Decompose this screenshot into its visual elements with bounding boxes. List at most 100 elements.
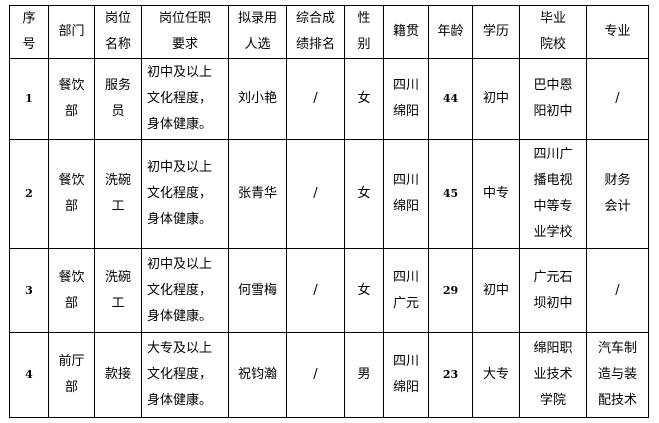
school: 绵阳职 业技术 学院: [519, 332, 587, 418]
education: 初中: [472, 248, 520, 333]
position-name-line: 洗碗: [104, 173, 131, 188]
gender: 女: [344, 248, 384, 333]
column-header-label: 年龄: [437, 24, 464, 39]
age-line: 45: [442, 187, 459, 200]
position-name: 服务员: [94, 58, 142, 140]
requirement-line: 身体健康。: [147, 212, 213, 227]
candidate-line: 祝钧瀚: [237, 367, 277, 382]
major: 财务 会计: [586, 139, 649, 249]
origin-line: 广元: [392, 295, 419, 311]
origin-line: 四川: [392, 78, 419, 93]
score-rank-line: /: [313, 367, 318, 382]
position-name-line: 员: [111, 104, 125, 119]
position-name: 洗碗工: [94, 248, 142, 333]
department-line: 部: [64, 199, 78, 214]
education-line: 大专: [482, 367, 509, 382]
major: /: [586, 58, 649, 140]
age: 23: [428, 332, 473, 418]
gender: 女: [344, 58, 384, 140]
table-row: 3 餐饮部洗碗工初中及以上 文化程度， 身体健康。 何雪梅 / 女四川 广元 29 初中 广元石 坝初…: [9, 248, 649, 333]
column-header-label: 岗位名称: [104, 11, 131, 52]
position-name: 洗碗工: [94, 139, 142, 249]
department-line: 部: [64, 295, 78, 311]
department-line: 餐饮: [58, 173, 85, 188]
requirement-line: 身体健康。: [147, 308, 213, 324]
school: 巴中恩 阳初中: [519, 58, 587, 140]
requirement-line: 初中及以上: [147, 160, 213, 175]
school-line: 阳初中: [533, 104, 573, 119]
origin-line: 绵阳: [392, 199, 419, 214]
major-line: /: [615, 282, 620, 298]
column-header: 序号: [9, 5, 49, 59]
major-line: 会计: [604, 199, 631, 214]
requirement-line: 身体健康。: [147, 117, 213, 132]
score-rank: /: [286, 139, 345, 249]
education: 大专: [472, 332, 520, 418]
recruitment-table: 序号 部门 岗位名称 岗位任职要求 拟录用人选 综合成绩排名 性别 籍贯 年龄 学历 毕业院校 专业 …: [9, 5, 649, 418]
department: 前厅部: [48, 332, 95, 418]
column-header: 岗位任职要求: [141, 5, 229, 59]
requirement: 大专及以上 文化程度， 身体健康。: [141, 332, 229, 418]
department-line: 部: [64, 104, 78, 119]
major: 汽车制 造与装 配技术: [586, 332, 649, 418]
candidate: 张青华: [228, 139, 287, 249]
candidate-line: 张青华: [237, 186, 277, 201]
table-row: 4 前厅部款接 大专及以上 文化程度， 身体健康。 祝钧瀚 / 男四川 绵阳 23 大专 绵阳职 业技术…: [9, 332, 649, 418]
requirement-line: 文化程度，: [147, 282, 213, 298]
column-header: 综合成绩排名: [286, 5, 345, 59]
column-header-label: 部门: [58, 24, 85, 39]
department-line: 餐饮: [58, 269, 85, 285]
school-line: 广元石: [533, 269, 573, 285]
position-name-line: 服务: [104, 78, 131, 93]
row-number: 3: [9, 248, 49, 333]
origin-line: 绵阳: [392, 104, 419, 119]
score-rank-line: /: [313, 282, 318, 298]
age: 44: [428, 58, 473, 140]
candidate-line: 何雪梅: [237, 282, 277, 298]
origin: 四川 广元: [383, 248, 429, 333]
score-rank: /: [286, 248, 345, 333]
column-header-label: 专业: [604, 24, 631, 39]
education-line: 初中: [482, 282, 509, 298]
column-header-label: 籍贯: [392, 24, 419, 39]
department: 餐饮部: [48, 248, 95, 333]
column-header: 毕业院校: [519, 5, 587, 59]
school-line: 业学校: [533, 225, 573, 240]
candidate: 何雪梅: [228, 248, 287, 333]
department-line: 部: [64, 380, 78, 395]
column-header: 专业: [586, 5, 649, 59]
position-name-line: 工: [111, 199, 125, 214]
department-line: 餐饮: [58, 78, 85, 93]
requirement: 初中及以上 文化程度， 身体健康。: [141, 248, 229, 333]
education-line: 中专: [482, 186, 509, 201]
origin: 四川 绵阳: [383, 58, 429, 140]
row-number-line: 4: [25, 368, 33, 381]
gender: 女: [344, 139, 384, 249]
score-rank-line: /: [313, 91, 318, 106]
column-header: 学历: [472, 5, 520, 59]
school: 四川广 播电视 中等专 业学校: [519, 139, 587, 249]
column-header-label: 综合成绩排名: [295, 11, 335, 52]
position-name: 款接: [94, 332, 142, 418]
age-line: 23: [442, 368, 459, 381]
row-number-line: 2: [25, 187, 33, 200]
gender: 男: [344, 332, 384, 418]
table-row: 2 餐饮部洗碗工初中及以上 文化程度， 身体健康。 张青华 / 女四川 绵阳 45 中专 四川广 播电…: [9, 139, 649, 249]
age-line: 44: [442, 92, 459, 105]
candidate: 祝钧瀚: [228, 332, 287, 418]
requirement-line: 身体健康。: [147, 393, 213, 408]
row-number-line: 3: [25, 283, 33, 297]
candidate-line: 刘小艳: [237, 91, 277, 106]
requirement: 初中及以上文化程度， 身体健康。: [141, 139, 229, 249]
position-name-line: 款接: [104, 367, 131, 382]
gender-line: 女: [357, 91, 371, 106]
major-line: 配技术: [597, 393, 637, 408]
age: 29: [428, 248, 473, 333]
department-line: 前厅: [58, 354, 85, 369]
school-line: 学院: [539, 393, 566, 408]
requirement-line: 文化程度，: [147, 186, 213, 201]
school-line: 巴中恩: [533, 78, 573, 93]
origin-line: 四川: [392, 269, 419, 285]
table-row: 1 餐饮部服务员初中及以上 文化程度， 身体健康。 刘小艳 / 女四川 绵阳 44 初中 巴中恩 阳初…: [9, 58, 649, 140]
column-header: 年龄: [428, 5, 473, 59]
